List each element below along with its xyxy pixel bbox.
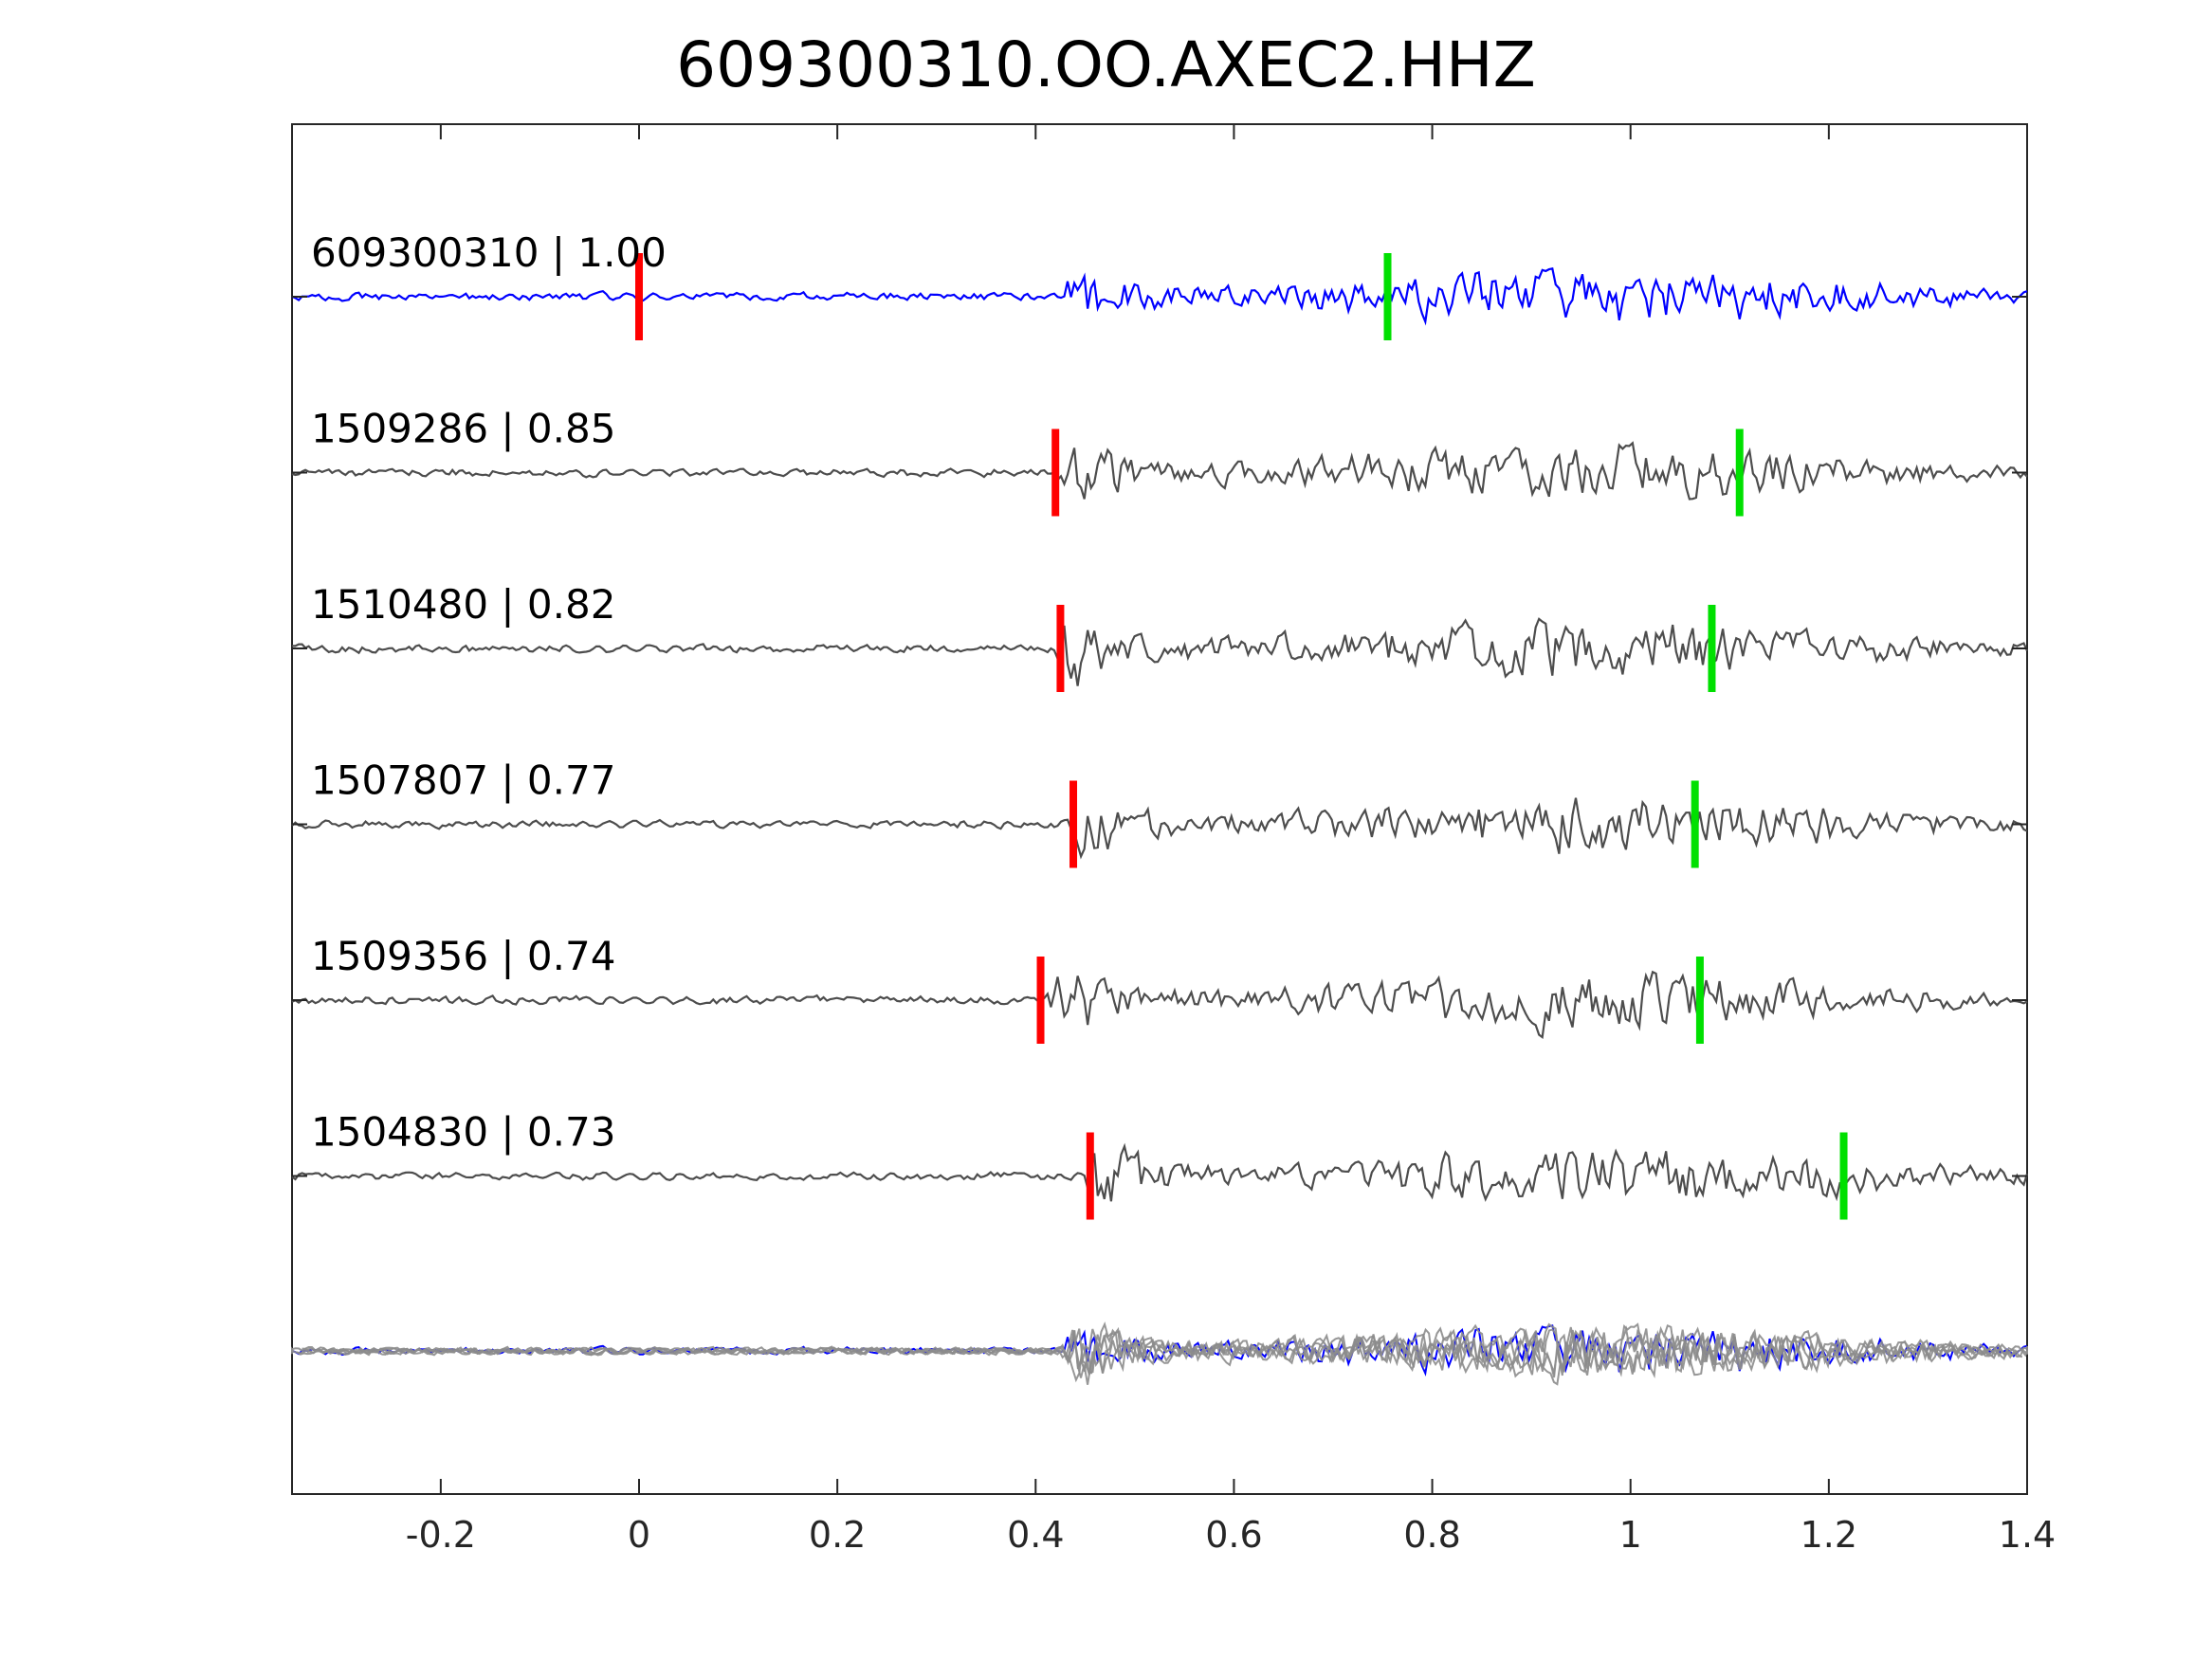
trace-labels: 609300310 | 1.00 1509286 | 0.85 1510480 | … [311, 229, 667, 1156]
overlay-stack [291, 1321, 2028, 1386]
trace-line [292, 617, 2029, 686]
trace-label: 1507807 | 0.77 [311, 757, 615, 804]
chart-title: 609300310.OO.AXEC2.HHZ [676, 28, 1536, 101]
trace-label: 1509356 | 0.74 [311, 933, 615, 979]
pick-markers [635, 253, 1848, 1220]
x-tick-label: 0.2 [809, 1514, 866, 1556]
x-tick-label: -0.2 [406, 1514, 476, 1556]
x-tick-label: 0.6 [1205, 1514, 1262, 1556]
trace-line [291, 266, 2028, 326]
trace-label: 609300310 | 1.00 [311, 229, 667, 276]
overlay-trace-line [291, 1321, 2009, 1375]
trace-label: 1509286 | 0.85 [311, 406, 615, 452]
overlay-trace-line [302, 1322, 2028, 1385]
x-tick-label: 1.4 [1999, 1514, 2056, 1556]
x-tick-label: 0 [628, 1514, 650, 1556]
plot-frame [291, 123, 2028, 1495]
x-tick-label: 1 [1619, 1514, 1642, 1556]
trace-label: 1504830 | 0.73 [311, 1109, 615, 1156]
x-axis: -0.2 0 0.2 0.4 0.6 0.8 1 1.2 1.4 [406, 124, 2056, 1556]
trace-label: 1510480 | 0.82 [311, 581, 615, 628]
x-tick-label: 0.8 [1403, 1514, 1460, 1556]
trace-line [291, 970, 2028, 1039]
x-tick-label: 0.4 [1007, 1514, 1064, 1556]
trace-line [291, 797, 2028, 860]
trace-line [291, 1142, 2029, 1202]
x-tick-label: 1.2 [1801, 1514, 1857, 1556]
